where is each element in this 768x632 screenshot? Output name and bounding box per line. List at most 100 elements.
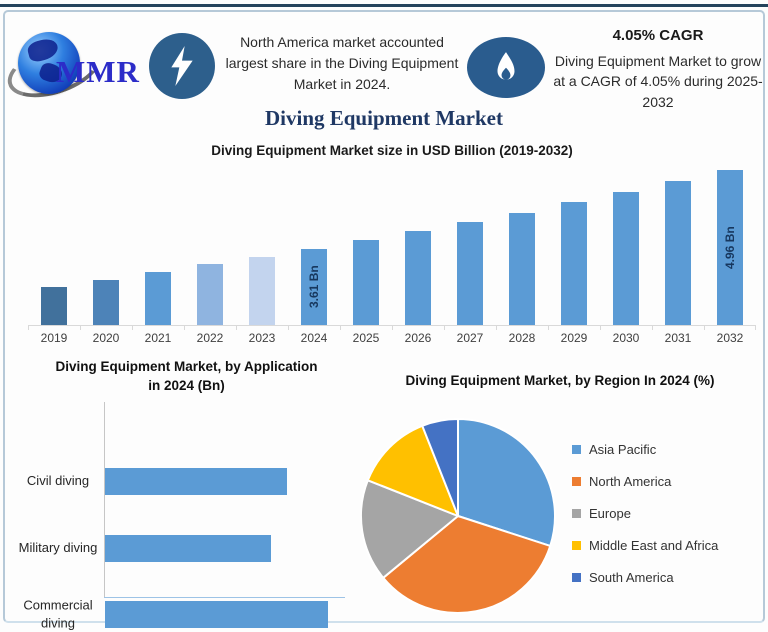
axis-tick <box>444 326 445 330</box>
globe-landmass <box>25 36 61 64</box>
legend-swatch <box>572 541 581 550</box>
x-tick-label-2024: 2024 <box>300 331 328 345</box>
bar-2030 <box>613 192 639 325</box>
application-chart-title: Diving Equipment Market, by Application … <box>55 359 318 393</box>
application-x-axis-line <box>104 596 345 598</box>
bar-value-label-2024: 3.61 Bn <box>307 265 321 309</box>
cagr-block: 4.05% CAGR Diving Equipment Market to gr… <box>551 27 765 112</box>
legend-item-middle-east-and-africa: Middle East and Africa <box>572 538 718 553</box>
x-tick-label-2031: 2031 <box>664 331 692 345</box>
bar-value-label-2032: 4.96 Bn <box>723 226 737 269</box>
x-tick-label-2027: 2027 <box>456 331 484 345</box>
axis-tick <box>652 326 653 330</box>
app-category-label: Commercial diving <box>23 597 93 631</box>
lightning-icon <box>171 46 193 86</box>
bar-2025 <box>353 240 379 325</box>
region-chart: Diving Equipment Market, by Region In 20… <box>360 372 760 614</box>
legend-label: Asia Pacific <box>589 442 657 457</box>
axis-tick <box>548 326 549 330</box>
app-category-label: Military diving <box>18 540 98 556</box>
app-row-civil-diving: Civil diving <box>14 467 354 495</box>
x-tick-label-2022: 2022 <box>196 331 224 345</box>
application-plot-area: Civil diving Military diving Commercial di… <box>14 401 359 630</box>
region-pie <box>360 417 556 614</box>
axis-tick <box>496 326 497 330</box>
bar-2027 <box>457 222 483 325</box>
axis-tick <box>392 326 393 330</box>
pie-slice-europe <box>360 478 460 580</box>
x-tick-label-2025: 2025 <box>352 331 380 345</box>
bar-2029 <box>561 202 587 325</box>
highlight-note: North America market accounted largest s… <box>225 34 459 92</box>
market-size-x-axis-labels: 2019 2020 2021 2022 2023 2024 2025 2026 2027 2028… <box>28 331 756 351</box>
legend-label: Middle East and Africa <box>589 538 719 553</box>
cagr-text: Diving Equipment Market to grow at a CAG… <box>553 53 763 110</box>
x-tick-label-2029: 2029 <box>560 331 588 345</box>
bar-2021 <box>145 272 171 325</box>
legend-swatch <box>572 573 581 582</box>
app-bar-military-diving <box>105 534 271 562</box>
region-chart-title: Diving Equipment Market, by Region In 20… <box>405 373 715 388</box>
pie-slice-middle-east-and-africa <box>366 424 460 518</box>
bar-2031 <box>665 181 691 325</box>
x-tick-label-2032: 2032 <box>716 331 744 345</box>
axis-tick <box>340 326 341 330</box>
market-size-plot-area: 3.61 Bn 4.96 Bn <box>28 166 756 330</box>
app-category-label: Civil diving <box>26 473 90 489</box>
bar-2020 <box>93 280 119 325</box>
application-y-axis-line <box>104 401 105 598</box>
bar-2028 <box>509 213 535 325</box>
axis-tick <box>704 326 705 330</box>
bar-2032: 4.96 Bn <box>717 170 743 325</box>
bar-2026 <box>405 231 431 325</box>
bar-2023 <box>249 257 275 325</box>
bar-2024: 3.61 Bn <box>301 249 327 325</box>
x-tick-label-2030: 2030 <box>612 331 640 345</box>
x-tick-label-2028: 2028 <box>508 331 536 345</box>
flame-icon <box>497 51 515 80</box>
legend-swatch <box>572 509 581 518</box>
legend-swatch <box>572 477 581 486</box>
application-chart: Diving Equipment Market, by Application … <box>14 358 359 630</box>
globe-icon <box>18 32 80 94</box>
pie-slice-north-america <box>381 514 552 614</box>
legend-item-asia-pacific: Asia Pacific <box>572 442 718 457</box>
app-bar-civil-diving <box>105 467 287 495</box>
app-row-commercial-diving: Commercial diving <box>14 598 354 630</box>
region-legend: Asia Pacific North America Europe Middle Ea… <box>572 442 718 585</box>
axis-tick <box>288 326 289 330</box>
bar-2019 <box>41 287 67 325</box>
legend-label: South America <box>589 570 674 585</box>
app-row-military-diving: Military diving <box>14 534 354 562</box>
mmr-logo: MMR <box>0 28 146 108</box>
x-tick-label-2026: 2026 <box>404 331 432 345</box>
legend-swatch <box>572 445 581 454</box>
axis-tick <box>184 326 185 330</box>
axis-tick <box>80 326 81 330</box>
legend-item-europe: Europe <box>572 506 718 521</box>
axis-tick <box>600 326 601 330</box>
lightning-badge <box>149 33 215 99</box>
market-size-chart: Diving Equipment Market size in USD Bill… <box>28 143 756 351</box>
logo-text: MMR <box>56 54 140 89</box>
legend-item-north-america: North America <box>572 474 718 489</box>
axis-tick <box>755 326 756 330</box>
axis-tick <box>236 326 237 330</box>
app-bar-commercial-diving <box>105 600 328 628</box>
legend-label: Europe <box>589 506 631 521</box>
bar-2022 <box>197 264 223 325</box>
legend-label: North America <box>589 474 672 489</box>
legend-item-south-america: South America <box>572 570 718 585</box>
x-tick-label-2021: 2021 <box>144 331 172 345</box>
cagr-title: 4.05% CAGR <box>612 27 704 44</box>
market-size-chart-title: Diving Equipment Market size in USD Bill… <box>211 143 573 158</box>
flame-badge <box>467 37 545 98</box>
x-tick-label-2023: 2023 <box>248 331 276 345</box>
page-title: Diving Equipment Market <box>264 106 503 130</box>
top-accent-bar <box>0 4 768 7</box>
pie-slice-south-america <box>420 417 459 517</box>
x-tick-label-2019: 2019 <box>40 331 68 345</box>
axis-tick <box>132 326 133 330</box>
pie-slice-asia-pacific <box>457 417 556 548</box>
axis-tick <box>28 326 29 330</box>
